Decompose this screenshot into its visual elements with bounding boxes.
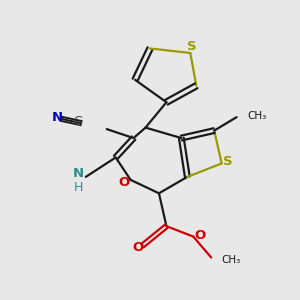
Text: S: S [187, 40, 196, 53]
Text: O: O [132, 241, 144, 254]
Text: H: H [74, 181, 83, 194]
Text: CH₃: CH₃ [247, 111, 266, 121]
Text: N: N [52, 111, 63, 124]
Text: N: N [73, 167, 84, 180]
Text: S: S [224, 154, 233, 167]
Text: O: O [194, 229, 206, 242]
Text: O: O [118, 176, 130, 189]
Text: C: C [74, 115, 82, 128]
Text: CH₃: CH₃ [222, 256, 241, 266]
